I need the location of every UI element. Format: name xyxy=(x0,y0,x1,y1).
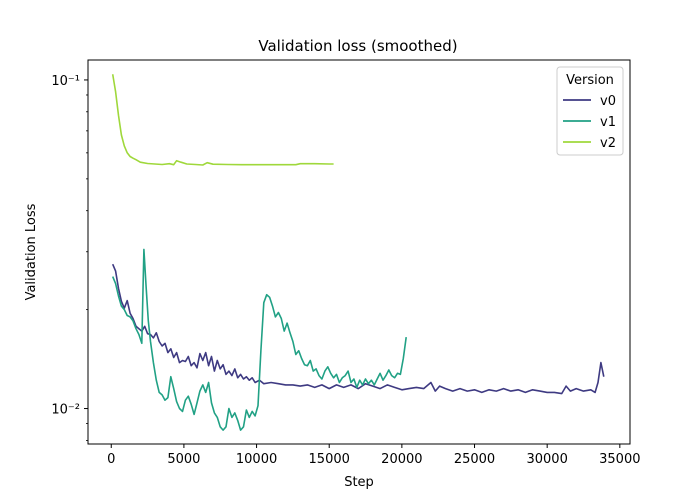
legend-label-v1: v1 xyxy=(600,115,616,130)
legend-label-v0: v0 xyxy=(600,94,616,109)
legend: Version v0 v1 v2 xyxy=(556,66,624,156)
x-axis: 0 5000 10000 15000 20000 25000 30000 35000 xyxy=(107,444,641,467)
y-tick-label: 10⁻¹ xyxy=(51,74,80,89)
legend-label-v2: v2 xyxy=(600,136,616,151)
x-tick-label: 20000 xyxy=(381,452,422,467)
y-axis-label: Validation Loss xyxy=(24,203,39,300)
series-line-v2 xyxy=(111,74,334,166)
x-tick-label: 10000 xyxy=(236,452,277,467)
series-line-v0 xyxy=(111,263,605,395)
x-tick-label: 15000 xyxy=(309,452,350,467)
x-tick-label: 30000 xyxy=(526,452,567,467)
y-tick-label: 10⁻² xyxy=(51,403,80,418)
chart-title: Validation loss (smoothed) xyxy=(258,37,457,55)
legend-title: Version xyxy=(566,73,614,88)
y-axis: 10⁻² 10⁻¹ xyxy=(51,74,88,441)
x-tick-label: 0 xyxy=(107,452,115,467)
x-axis-label: Step xyxy=(344,475,374,490)
series-line-v1 xyxy=(111,248,407,431)
series-lines xyxy=(111,74,605,431)
x-tick-label: 35000 xyxy=(599,452,640,467)
x-tick-label: 25000 xyxy=(454,452,495,467)
legend-box xyxy=(556,66,624,156)
x-tick-label: 5000 xyxy=(167,452,200,467)
